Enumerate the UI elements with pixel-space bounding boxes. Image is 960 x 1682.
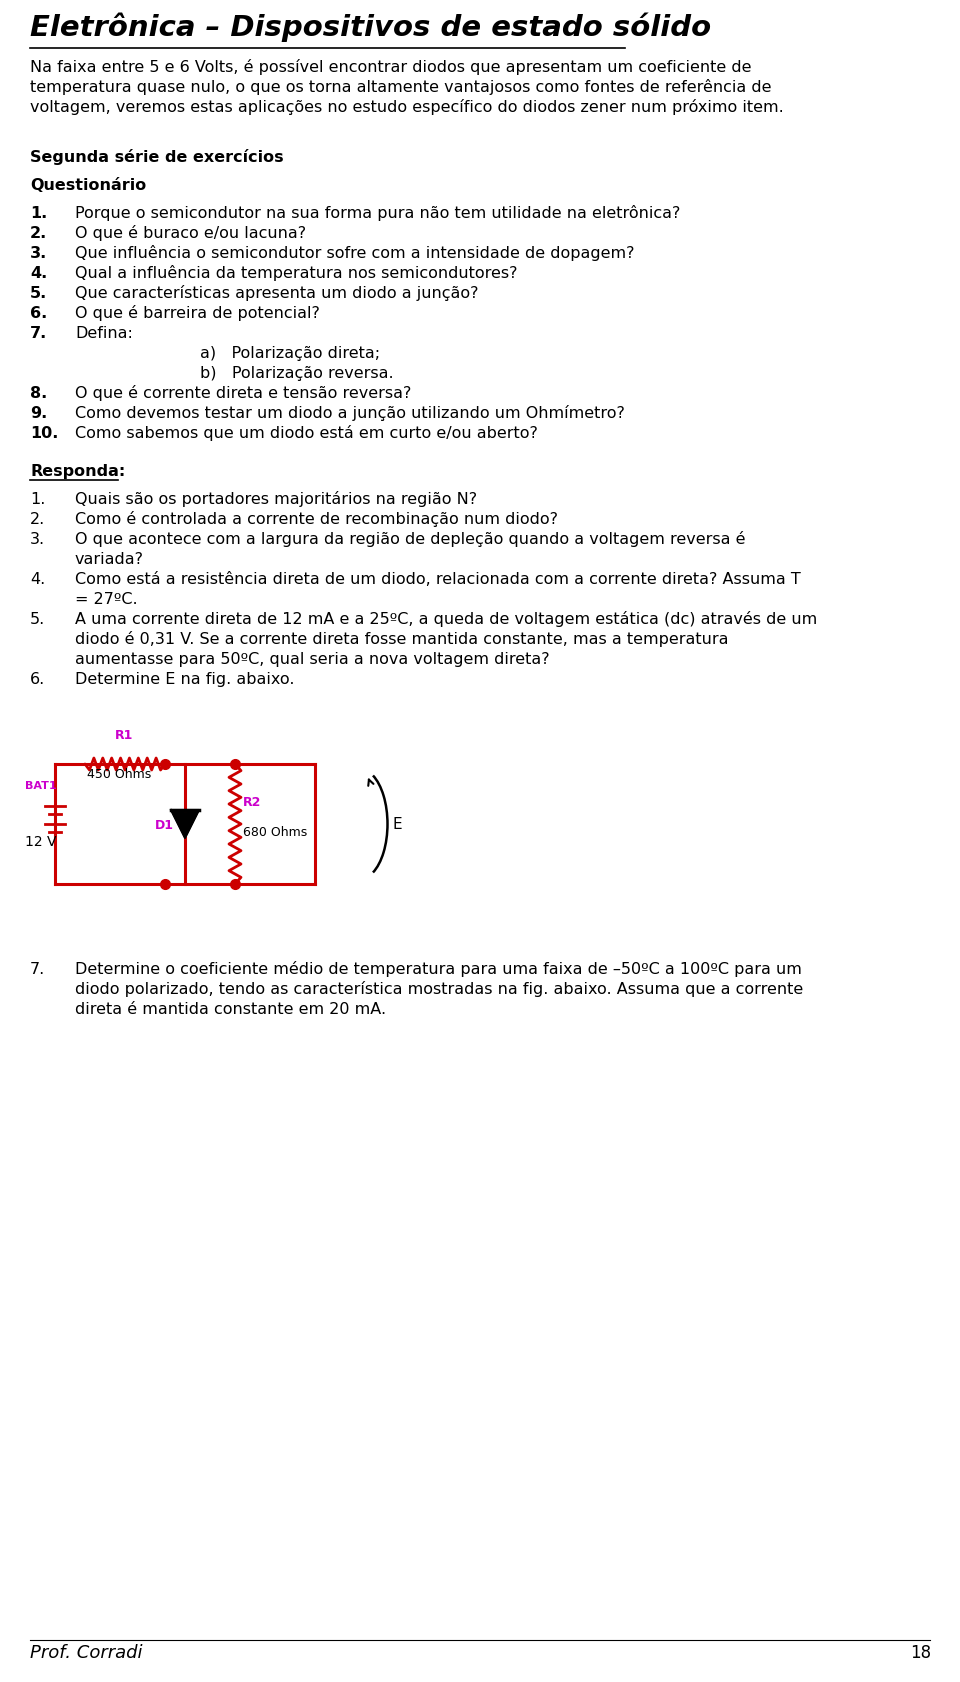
Text: 9.: 9. — [30, 405, 47, 420]
Text: b)   Polarização reversa.: b) Polarização reversa. — [200, 367, 394, 382]
Text: 680 Ohms: 680 Ohms — [243, 826, 307, 839]
Text: 5.: 5. — [30, 612, 45, 627]
Text: 5.: 5. — [30, 286, 47, 301]
Text: O que acontece com a largura da região de depleção quando a voltagem reversa é: O que acontece com a largura da região d… — [75, 532, 746, 547]
Text: Determine E na fig. abaixo.: Determine E na fig. abaixo. — [75, 673, 295, 686]
Text: diodo é 0,31 V. Se a corrente direta fosse mantida constante, mas a temperatura: diodo é 0,31 V. Se a corrente direta fos… — [75, 631, 729, 648]
Text: 6.: 6. — [30, 306, 47, 321]
Text: O que é corrente direta e tensão reversa?: O que é corrente direta e tensão reversa… — [75, 385, 412, 400]
Text: Como é controlada a corrente de recombinação num diodo?: Como é controlada a corrente de recombin… — [75, 511, 558, 526]
Text: Qual a influência da temperatura nos semicondutores?: Qual a influência da temperatura nos sem… — [75, 266, 517, 281]
Text: 1.: 1. — [30, 205, 47, 220]
Text: 10.: 10. — [30, 426, 59, 441]
Text: D1: D1 — [155, 819, 174, 833]
Text: Determine o coeficiente médio de temperatura para uma faixa de –50ºC a 100ºC par: Determine o coeficiente médio de tempera… — [75, 960, 802, 977]
Text: 6.: 6. — [30, 673, 45, 686]
Text: Como devemos testar um diodo a junção utilizando um Ohmímetro?: Como devemos testar um diodo a junção ut… — [75, 405, 625, 420]
Text: 7.: 7. — [30, 326, 47, 341]
Text: 3.: 3. — [30, 532, 45, 547]
Text: R2: R2 — [243, 796, 261, 809]
Text: Que características apresenta um diodo a junção?: Que características apresenta um diodo a… — [75, 284, 478, 301]
Text: Eletrônica – Dispositivos de estado sólido: Eletrônica – Dispositivos de estado sóli… — [30, 12, 711, 42]
Polygon shape — [171, 811, 199, 838]
Text: A uma corrente direta de 12 mA e a 25ºC, a queda de voltagem estática (dc) atrav: A uma corrente direta de 12 mA e a 25ºC,… — [75, 611, 817, 627]
Text: Prof. Corradi: Prof. Corradi — [30, 1643, 142, 1662]
Text: a)   Polarização direta;: a) Polarização direta; — [200, 346, 380, 362]
Text: diodo polarizado, tendo as característica mostradas na fig. abaixo. Assuma que a: diodo polarizado, tendo as característic… — [75, 981, 804, 997]
Text: R1: R1 — [115, 728, 133, 742]
Text: 18: 18 — [910, 1643, 931, 1662]
Text: voltagem, veremos estas aplicações no estudo específico do diodos zener num próx: voltagem, veremos estas aplicações no es… — [30, 99, 783, 114]
Text: 8.: 8. — [30, 385, 47, 400]
Text: Questionário: Questionário — [30, 178, 146, 193]
Text: E: E — [393, 817, 402, 833]
Text: Defina:: Defina: — [75, 326, 132, 341]
Text: 4.: 4. — [30, 572, 45, 587]
Text: Quais são os portadores majoritários na região N?: Quais são os portadores majoritários na … — [75, 491, 477, 506]
Text: temperatura quase nulo, o que os torna altamente vantajosos como fontes de refer: temperatura quase nulo, o que os torna a… — [30, 79, 772, 94]
Text: Como sabemos que um diodo está em curto e/ou aberto?: Como sabemos que um diodo está em curto … — [75, 426, 538, 441]
Text: = 27ºC.: = 27ºC. — [75, 592, 137, 607]
Text: Que influência o semicondutor sofre com a intensidade de dopagem?: Que influência o semicondutor sofre com … — [75, 246, 635, 261]
Text: O que é barreira de potencial?: O que é barreira de potencial? — [75, 304, 320, 321]
Text: 4.: 4. — [30, 266, 47, 281]
Text: 7.: 7. — [30, 962, 45, 977]
Text: BAT1: BAT1 — [25, 780, 57, 791]
Text: 2.: 2. — [30, 511, 45, 526]
Text: Como está a resistência direta de um diodo, relacionada com a corrente direta? A: Como está a resistência direta de um dio… — [75, 572, 801, 587]
Text: 3.: 3. — [30, 246, 47, 261]
Text: variada?: variada? — [75, 552, 144, 567]
Text: 12 V: 12 V — [25, 834, 57, 849]
Text: Porque o semicondutor na sua forma pura não tem utilidade na eletrônica?: Porque o semicondutor na sua forma pura … — [75, 205, 681, 220]
Text: 1.: 1. — [30, 493, 45, 506]
Text: 2.: 2. — [30, 225, 47, 241]
Text: Segunda série de exercícios: Segunda série de exercícios — [30, 150, 283, 165]
Text: 450 Ohms: 450 Ohms — [87, 769, 152, 780]
Text: O que é buraco e/ou lacuna?: O que é buraco e/ou lacuna? — [75, 225, 306, 241]
Text: aumentasse para 50ºC, qual seria a nova voltagem direta?: aumentasse para 50ºC, qual seria a nova … — [75, 653, 550, 668]
Text: Responda:: Responda: — [30, 464, 125, 479]
Text: Na faixa entre 5 e 6 Volts, é possível encontrar diodos que apresentam um coefic: Na faixa entre 5 e 6 Volts, é possível e… — [30, 59, 752, 76]
Text: direta é mantida constante em 20 mA.: direta é mantida constante em 20 mA. — [75, 1002, 386, 1018]
